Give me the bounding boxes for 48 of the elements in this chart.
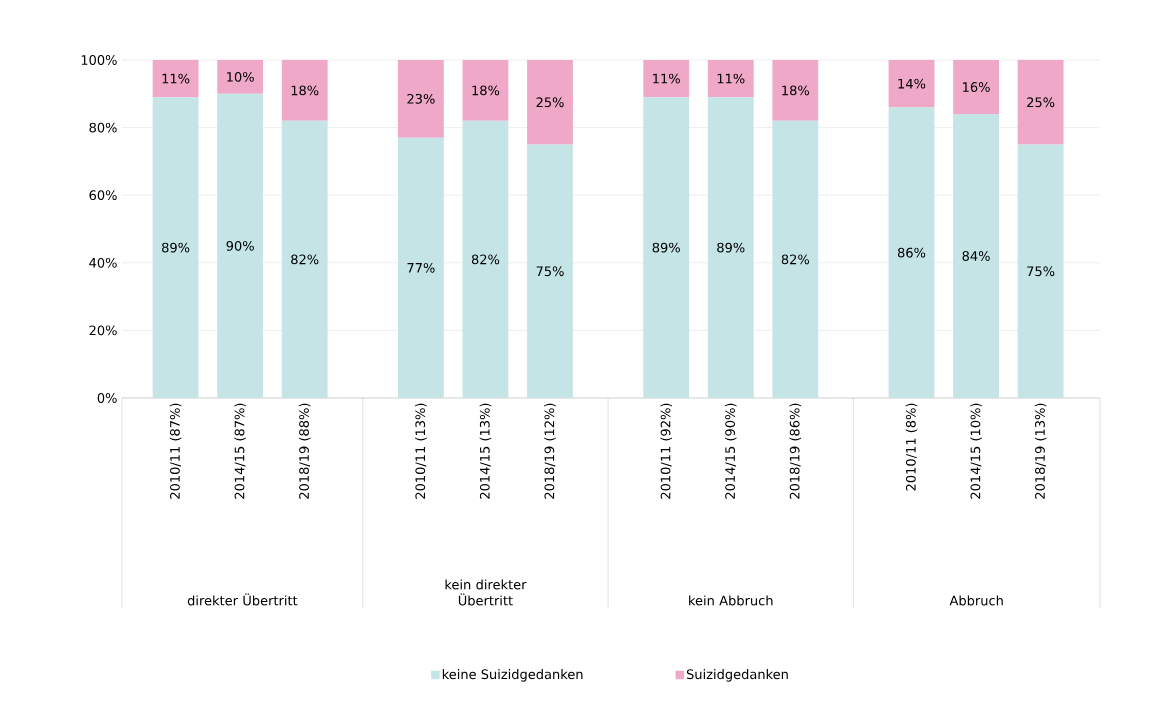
data-label: 89% (717, 242, 745, 253)
data-label: 18% (782, 85, 810, 96)
x-tick-label: 2010/11 (13%) (415, 403, 427, 499)
x-tick-label: 2010/11 (8%) (905, 403, 918, 491)
legend-label: keine Suizidgedanken (442, 669, 583, 682)
data-label: 89% (162, 242, 190, 253)
x-tick-label: 2010/11 (87%) (169, 403, 182, 499)
x-tick-label: 2018/19 (86%) (789, 403, 802, 499)
y-tick-label: 60% (89, 190, 117, 201)
x-tick-label: 2014/15 (10%) (970, 403, 982, 499)
y-tick-label: 100% (81, 55, 117, 65)
y-tick-label: 20% (89, 325, 117, 336)
data-label: 82% (291, 254, 319, 265)
text: direkter Übertritt (187, 593, 298, 606)
data-label: 11% (717, 73, 745, 84)
data-label: 11% (653, 73, 680, 84)
x-tick-label: 2018/19 (88%) (298, 403, 311, 499)
data-label: 75% (1027, 266, 1055, 277)
x-tick-label: 2018/19 (13%) (1034, 403, 1047, 499)
data-label: 18% (472, 85, 500, 96)
y-tick-label: 80% (89, 122, 117, 133)
data-label: 75% (536, 266, 564, 277)
x-tick-label: 2014/15 (87%) (234, 403, 246, 499)
data-label: 11% (162, 73, 190, 84)
data-label: 86% (897, 247, 926, 258)
text: kein Abbruch (689, 595, 773, 606)
data-label: 14% (898, 78, 926, 89)
data-label: 77% (407, 262, 435, 273)
data-label: 18% (291, 85, 319, 96)
data-label: 10% (227, 71, 254, 82)
text: Abbruch (949, 595, 1003, 606)
data-label: 84% (962, 251, 990, 261)
text: kein direkter Übertritt (445, 579, 527, 606)
data-label: 82% (471, 254, 500, 265)
data-label: 23% (407, 93, 435, 104)
x-tick-label: 2014/15 (13%) (479, 403, 492, 499)
data-label: 89% (652, 242, 680, 253)
legend-label: Suizidgedanken (686, 669, 788, 682)
data-label: 82% (781, 254, 810, 265)
y-tick-label: 40% (89, 257, 117, 268)
data-label: 90% (226, 240, 254, 251)
x-tick-label: 2018/19 (12%) (544, 403, 556, 499)
x-tick-label: 2014/15 (90%) (724, 403, 737, 499)
data-label: 25% (536, 97, 564, 108)
y-tick-label: 0% (97, 393, 117, 403)
data-label: 16% (963, 82, 990, 92)
data-label: 25% (1027, 97, 1055, 108)
x-tick-label: 2010/11 (92%) (660, 403, 672, 499)
